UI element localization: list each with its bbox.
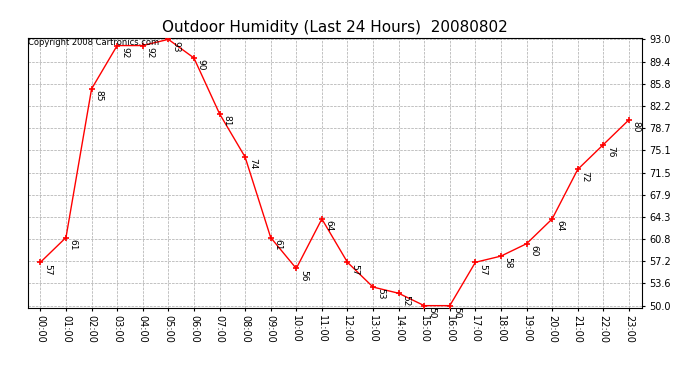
Text: 56: 56 — [299, 270, 308, 281]
Text: 92: 92 — [146, 47, 155, 58]
Text: 50: 50 — [453, 307, 462, 318]
Text: 93: 93 — [171, 41, 180, 52]
Text: 76: 76 — [606, 146, 615, 158]
Text: 85: 85 — [95, 90, 103, 102]
Text: 58: 58 — [504, 258, 513, 269]
Text: 81: 81 — [222, 115, 231, 126]
Text: 52: 52 — [402, 295, 411, 306]
Text: 90: 90 — [197, 59, 206, 71]
Text: 92: 92 — [120, 47, 129, 58]
Text: 74: 74 — [248, 158, 257, 170]
Text: 80: 80 — [631, 121, 641, 133]
Text: 64: 64 — [324, 220, 334, 232]
Text: 57: 57 — [478, 264, 487, 275]
Text: Copyright 2008 Cartronics.com: Copyright 2008 Cartronics.com — [28, 38, 159, 46]
Text: 61: 61 — [69, 239, 78, 250]
Text: 72: 72 — [580, 171, 589, 182]
Text: 60: 60 — [529, 245, 538, 256]
Text: 50: 50 — [427, 307, 436, 318]
Text: 57: 57 — [351, 264, 359, 275]
Title: Outdoor Humidity (Last 24 Hours)  20080802: Outdoor Humidity (Last 24 Hours) 2008080… — [161, 20, 508, 35]
Text: 57: 57 — [43, 264, 52, 275]
Text: 64: 64 — [555, 220, 564, 232]
Text: 61: 61 — [273, 239, 282, 250]
Text: 53: 53 — [376, 288, 385, 300]
